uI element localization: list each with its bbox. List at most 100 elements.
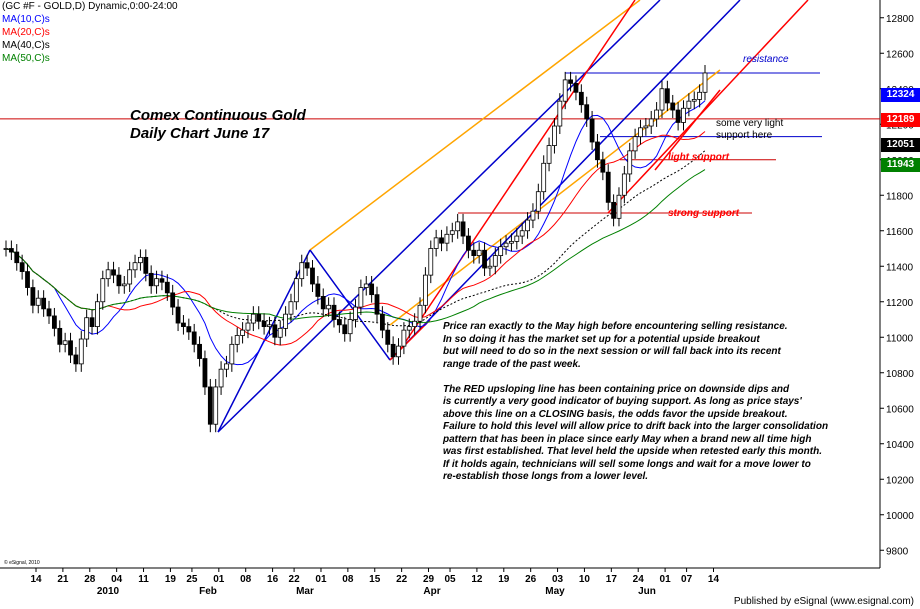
y-tick-label: 10400 [886, 440, 914, 451]
candle-body [320, 296, 326, 310]
candle-body [546, 145, 552, 164]
candle-body [638, 127, 643, 138]
candle-body [385, 329, 391, 345]
candle-body [84, 317, 90, 340]
commentary-line: pattern that has been in place since ear… [443, 433, 812, 445]
strong-support-label: strong support [668, 208, 740, 219]
commentary-line: If it holds again, technicians will sell… [443, 458, 811, 470]
candle-body [444, 233, 450, 244]
candle-body [62, 340, 68, 345]
candle-body [143, 256, 149, 274]
x-tick-label: 25 [186, 574, 198, 585]
x-tick-label: 05 [444, 574, 456, 585]
candle-body [412, 320, 418, 327]
candle-body [127, 269, 133, 285]
candle-body [369, 283, 375, 296]
commentary-line: is currently a very good indicator of bu… [443, 396, 802, 407]
candle-body [267, 324, 272, 328]
x-tick-label: 28 [84, 574, 96, 585]
candle-body [8, 248, 14, 253]
candle-body [197, 343, 202, 359]
resistance-label: resistance [743, 54, 789, 65]
candle-body [35, 297, 41, 306]
candle-body [627, 150, 633, 175]
candle-body [509, 240, 514, 244]
candle-body [175, 306, 181, 324]
y-tick-label: 10000 [886, 511, 914, 522]
candle-body [51, 315, 57, 329]
candle-body [272, 324, 278, 338]
commentary-line: was first established. That level held t… [443, 446, 822, 457]
publisher-credit: Published by eSignal (www.esignal.com) [733, 596, 914, 607]
candle-body [600, 159, 606, 173]
candle-body [401, 329, 407, 347]
x-tick-label: 01 [660, 574, 672, 585]
candle-body [686, 100, 692, 109]
candle-body [148, 272, 154, 287]
candle-body [250, 313, 256, 324]
candle-body [336, 319, 342, 326]
commentary-line: Price ran exactly to the May high before… [443, 321, 788, 332]
candle-body [643, 125, 649, 129]
candle-body [261, 320, 267, 327]
candle-body [589, 118, 595, 143]
candle-body [557, 100, 563, 127]
x-tick-label: 08 [342, 574, 354, 585]
candle-body [691, 99, 697, 102]
candle-body [552, 125, 557, 146]
price-label-ma50: 11943 [881, 158, 920, 172]
x-tick-label: 04 [111, 574, 123, 585]
x-tick-label: 12 [471, 574, 483, 585]
x-tick-label: 03 [552, 574, 564, 585]
candle-body [186, 326, 192, 333]
candle-body [503, 242, 509, 248]
y-tick-label: 12800 [886, 14, 914, 25]
price-label-ma40: 12051 [881, 138, 920, 152]
x-tick-label: 22 [396, 574, 408, 585]
candle-body [326, 304, 332, 310]
candle-body [202, 358, 208, 388]
candle-body [14, 251, 20, 264]
candle-body [514, 235, 520, 242]
candle-body [121, 283, 127, 287]
candle-body [670, 102, 676, 111]
channel-red-line [607, 0, 809, 214]
candle-body [605, 171, 611, 203]
x-month-label: Jun [638, 586, 656, 597]
chart-title: Comex Continuous Gold [130, 107, 306, 124]
candle-body [578, 91, 584, 106]
candle-body [229, 343, 235, 365]
candle-body [78, 338, 84, 365]
candle-body [664, 88, 670, 104]
candle-body [283, 313, 289, 329]
y-tick-label: 11200 [886, 298, 914, 309]
y-tick-label: 11800 [886, 191, 914, 202]
commentary-line: but will need to do so in the next sessi… [443, 346, 781, 357]
candle-body [648, 118, 654, 127]
x-tick-label: 17 [606, 574, 618, 585]
y-tick-label: 11600 [886, 227, 914, 238]
y-tick-label: 9800 [886, 546, 909, 557]
candle-body [207, 386, 213, 425]
candle-body [138, 256, 143, 264]
chart-subtitle: Daily Chart June 17 [130, 125, 270, 142]
candle-body [164, 281, 170, 294]
x-month-label: May [545, 586, 565, 597]
y-tick-label: 11400 [886, 262, 914, 273]
candle-body [697, 91, 703, 100]
candle-body [277, 327, 283, 338]
candle-body [654, 109, 660, 120]
candle-body [681, 107, 686, 123]
commentary-line: above this line on a CLOSING basis, the … [443, 408, 788, 420]
candle-body [170, 292, 176, 308]
candle-body [374, 294, 380, 315]
candle-body [25, 271, 30, 288]
price-label-ma20: 12189 [881, 113, 920, 127]
ma20-legend: MA(20,C)s [2, 27, 50, 38]
candle-body [132, 262, 138, 271]
x-tick-label: 16 [267, 574, 279, 585]
y-tick-label: 10200 [886, 475, 914, 486]
candle-body [659, 88, 665, 111]
x-month-label: 2010 [97, 586, 120, 597]
